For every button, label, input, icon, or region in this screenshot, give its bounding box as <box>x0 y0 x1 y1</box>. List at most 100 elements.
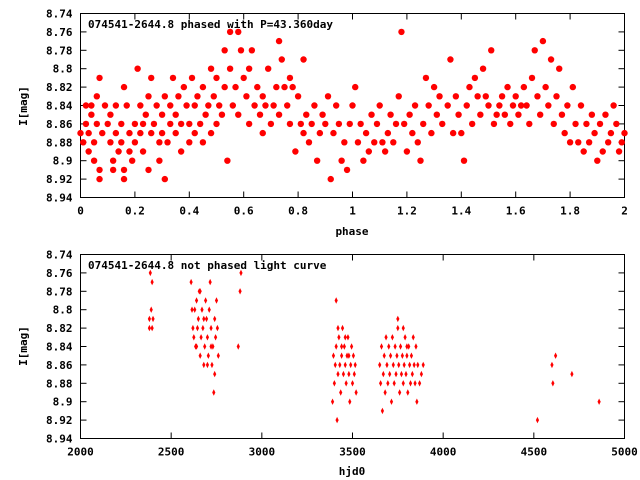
data-point <box>172 129 179 137</box>
data-point <box>379 343 384 350</box>
data-point <box>118 139 125 146</box>
data-point <box>342 343 346 350</box>
data-point <box>340 324 345 332</box>
chart-title: 074541-2644.8 not phased light curve <box>88 259 327 272</box>
data-point <box>235 28 242 36</box>
data-point <box>501 111 509 118</box>
data-point <box>569 83 577 91</box>
data-point <box>335 120 343 128</box>
data-point <box>566 139 574 146</box>
data-point <box>550 120 557 128</box>
data-point <box>128 157 136 164</box>
data-point <box>468 120 476 128</box>
data-point <box>422 74 430 82</box>
data-point <box>175 93 182 100</box>
data-point <box>221 47 228 54</box>
x-axis-label: hjd0 <box>339 465 366 478</box>
data-point <box>85 148 92 155</box>
data-point <box>406 389 410 396</box>
data-point <box>474 93 481 100</box>
data-point <box>346 120 353 128</box>
data-point <box>580 148 587 155</box>
data-point <box>387 343 391 350</box>
data-point <box>214 297 219 304</box>
y-tick-label: 8.92 <box>46 414 73 427</box>
data-point <box>556 65 563 72</box>
data-point <box>395 352 399 359</box>
y-tick-label: 8.86 <box>46 118 73 131</box>
data-point <box>545 102 552 109</box>
chart-title: 074541-2644.8 phased with P=43.360day <box>88 18 333 31</box>
data-point <box>300 129 307 137</box>
data-point <box>240 74 247 82</box>
data-point <box>286 74 294 82</box>
data-point <box>407 343 411 350</box>
x-axis-label: phase <box>335 225 368 238</box>
data-point <box>354 139 362 146</box>
data-point <box>334 343 338 350</box>
data-point <box>485 102 492 109</box>
data-point <box>352 83 359 91</box>
data-point <box>82 120 90 128</box>
y-tick-label: 8.74 <box>46 8 73 21</box>
data-point <box>354 389 358 396</box>
data-point <box>216 352 220 359</box>
data-point <box>305 139 313 146</box>
data-point <box>384 129 392 137</box>
data-point <box>99 129 106 137</box>
data-point <box>109 166 117 174</box>
data-point <box>275 111 283 118</box>
data-point <box>156 157 163 164</box>
data-point <box>248 47 256 54</box>
data-point <box>205 334 210 341</box>
y-tick-label: 8.8 <box>53 63 73 76</box>
data-point <box>403 148 411 155</box>
data-point <box>202 111 209 118</box>
data-point <box>186 139 193 146</box>
data-point <box>613 120 620 128</box>
data-point <box>180 83 188 91</box>
data-point <box>381 370 385 378</box>
data-point <box>208 278 212 286</box>
x-tick-label: 0.6 <box>234 205 254 218</box>
data-point <box>333 361 337 369</box>
data-point <box>348 398 352 405</box>
data-point <box>112 102 120 109</box>
data-point <box>338 361 342 369</box>
data-point <box>93 93 101 100</box>
data-point <box>334 297 338 304</box>
data-point <box>393 343 397 350</box>
data-point <box>458 129 465 137</box>
data-point <box>137 129 144 137</box>
data-point <box>150 120 158 128</box>
data-point <box>493 111 500 118</box>
data-point <box>149 306 153 313</box>
data-point <box>411 334 415 341</box>
data-point <box>324 93 332 100</box>
data-point <box>550 361 554 369</box>
data-point <box>210 93 217 100</box>
data-point <box>412 361 416 369</box>
data-point <box>371 139 378 146</box>
data-point <box>382 352 386 359</box>
data-point <box>496 102 503 109</box>
phased-light-curve-panel: 0 0.2 0.4 0.6 0.8 1 1.2 1.4 1.6 1.8 2 8.74 8.76 8.78 8… <box>17 8 628 239</box>
data-point <box>381 148 389 155</box>
data-point <box>189 278 193 286</box>
data-point <box>347 352 351 359</box>
data-point <box>96 175 103 183</box>
data-point <box>207 129 215 137</box>
data-point <box>365 148 373 155</box>
data-point <box>213 120 220 128</box>
data-point <box>145 93 152 100</box>
data-point <box>206 352 210 359</box>
data-point <box>236 343 240 350</box>
data-point <box>413 380 417 387</box>
data-point <box>396 324 400 332</box>
data-point <box>409 352 414 359</box>
data-point <box>610 102 617 109</box>
data-point <box>515 111 522 118</box>
data-point <box>430 83 438 91</box>
data-point <box>332 102 340 109</box>
data-point <box>327 175 334 183</box>
